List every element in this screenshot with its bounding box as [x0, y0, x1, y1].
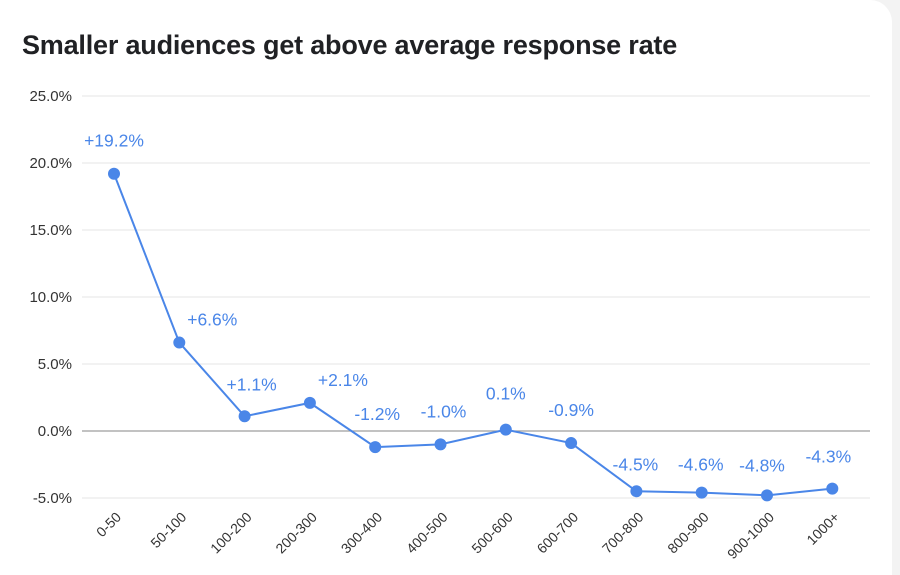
data-labels: +19.2% +6.6% +1.1% +2.1% -1.2% -1.0% 0.1% -0.9%… — [84, 131, 851, 476]
data-point — [761, 489, 773, 502]
x-tick-label: 800-900 — [664, 509, 712, 557]
x-tick-label: 600-700 — [534, 509, 582, 557]
x-tick-label: 500-600 — [468, 509, 516, 557]
data-point — [630, 485, 643, 498]
data-label: -4.6% — [678, 455, 724, 475]
data-point — [499, 423, 512, 436]
x-tick-label: 0-50 — [93, 509, 124, 540]
data-label: 0.1% — [486, 384, 526, 404]
data-points — [108, 167, 839, 502]
x-tick-label: 100-200 — [207, 509, 255, 557]
y-tick-label: 15.0% — [29, 222, 72, 239]
x-tick-label: 50-100 — [147, 509, 189, 551]
x-tick-label: 1000+ — [803, 509, 842, 548]
data-point — [303, 396, 316, 409]
data-point — [173, 336, 186, 349]
x-axis-ticks: 0-50 50-100 100-200 200-300 300-400 400-500 50… — [93, 509, 842, 562]
data-point — [238, 410, 251, 423]
data-label: -4.5% — [613, 454, 659, 474]
series-line — [113, 173, 833, 497]
gridlines — [82, 95, 870, 499]
y-tick-label: 10.0% — [29, 289, 72, 306]
data-label: -0.9% — [548, 400, 594, 420]
data-label: -1.0% — [421, 401, 467, 421]
data-label: +2.1% — [318, 370, 368, 390]
y-tick-label: 5.0% — [38, 356, 72, 373]
y-tick-label: -5.0% — [33, 490, 72, 507]
data-point — [826, 482, 839, 495]
chart-title: Smaller audiences get above average resp… — [22, 30, 678, 60]
data-point — [695, 486, 708, 499]
data-label: +6.6% — [187, 310, 237, 330]
x-tick-label: 700-800 — [599, 509, 647, 557]
x-tick-label: 300-400 — [338, 509, 386, 557]
y-tick-label: 25.0% — [29, 88, 72, 105]
data-point — [369, 441, 382, 454]
x-tick-label: 400-500 — [403, 509, 451, 557]
data-point — [108, 167, 120, 180]
data-label: +19.2% — [84, 131, 144, 151]
x-tick-label: 900-1000 — [724, 509, 777, 562]
x-tick-label: 200-300 — [272, 509, 320, 557]
y-axis-ticks: 25.0% 20.0% 15.0% 10.0% 5.0% 0.0% -5.0% — [29, 88, 72, 507]
data-label: -4.3% — [805, 447, 851, 467]
data-label: -4.8% — [739, 455, 785, 475]
data-point — [565, 437, 578, 450]
y-tick-label: 0.0% — [38, 423, 72, 440]
data-label: +1.1% — [227, 374, 277, 394]
y-tick-label: 20.0% — [29, 155, 72, 172]
data-point — [434, 438, 447, 451]
data-label: -1.2% — [354, 404, 400, 424]
